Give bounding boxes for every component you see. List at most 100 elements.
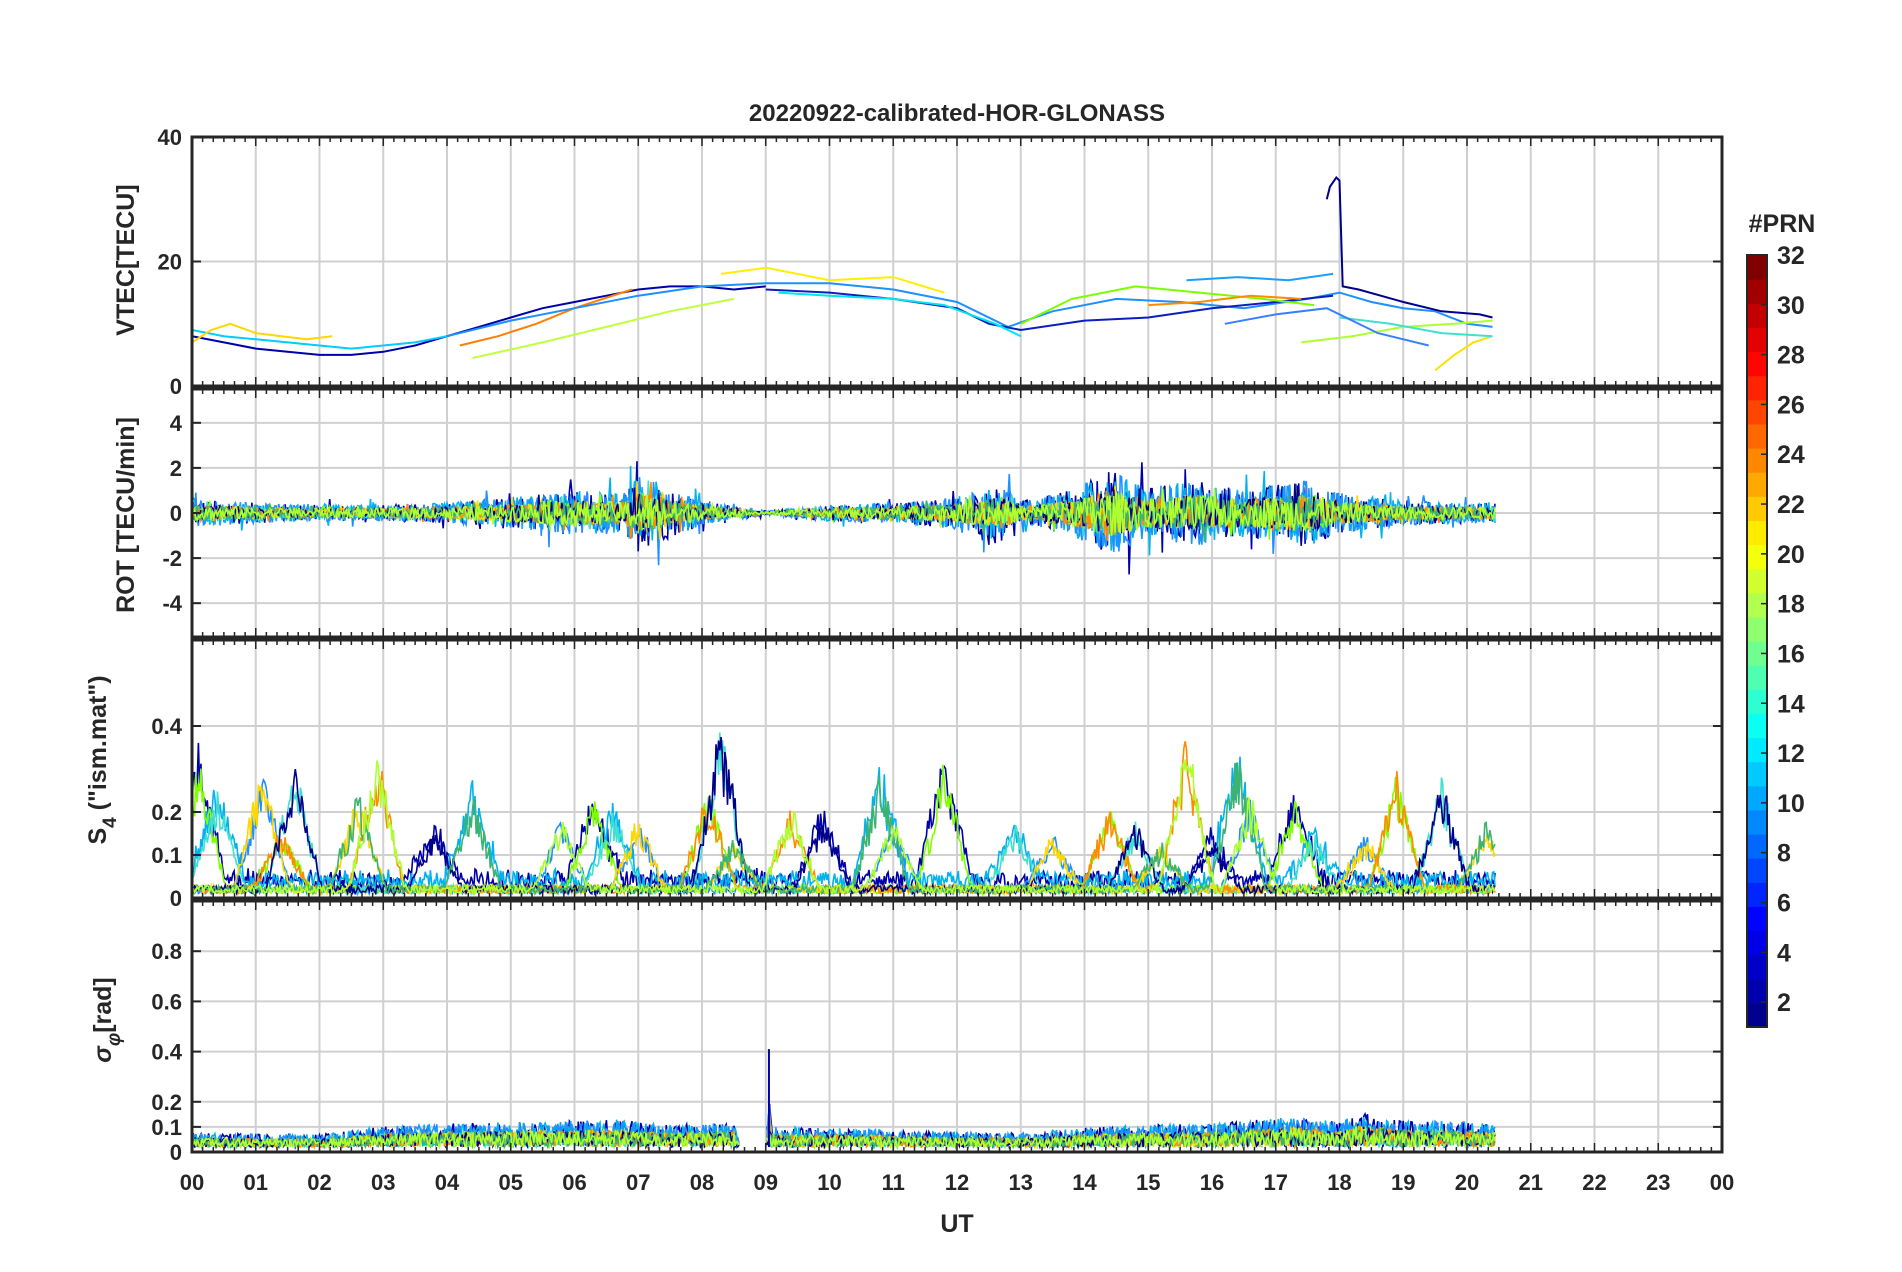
colorbar-segment (1747, 279, 1767, 304)
vtec-series-line (446, 282, 1493, 338)
y-tick-label: 40 (158, 125, 182, 150)
colorbar-tick-label: 6 (1777, 889, 1791, 917)
y-tick-label: -2 (162, 546, 182, 571)
x-tick-label: 08 (690, 1170, 714, 1195)
y-tick-label: 0.6 (151, 989, 182, 1014)
colorbar-tick-label: 20 (1777, 541, 1805, 569)
colorbar-segment (1747, 423, 1767, 449)
x-tick-label: 22 (1582, 1170, 1606, 1195)
rot-ylabel: ROT [TECU/min] (112, 417, 140, 613)
colorbar-segment (1747, 255, 1767, 280)
x-tick-label: 13 (1009, 1170, 1033, 1195)
y-tick-label: 20 (158, 250, 182, 275)
colorbar-tick-label: 14 (1777, 690, 1805, 718)
colorbar-segment (1747, 1002, 1767, 1028)
x-tick-label: 05 (499, 1170, 523, 1195)
x-tick-label: 20 (1455, 1170, 1479, 1195)
y-tick-label: 0.4 (151, 714, 182, 739)
vtec-series-line (1339, 316, 1493, 338)
colorbar-segment (1747, 568, 1767, 594)
colorbar-segment (1747, 641, 1767, 666)
vtec-series-line (1186, 272, 1334, 282)
rot-panel: -4 -2 0 2 4 (162, 387, 1724, 639)
colorbar-tick-label: 10 (1777, 790, 1805, 818)
sigma-phi-ylabel: σφ[rad] (89, 977, 125, 1063)
y-tick-label: 0.2 (151, 1090, 182, 1115)
colorbar-segment (1747, 930, 1767, 956)
vtec-series-line (765, 288, 1334, 332)
colorbar-tick-label: 2 (1777, 989, 1791, 1017)
vtec-series-line (192, 322, 333, 344)
x-tick-label: 01 (244, 1170, 268, 1195)
x-tick-label: 21 (1519, 1170, 1543, 1195)
x-tick-label: 18 (1327, 1170, 1351, 1195)
y-tick-label: 0 (170, 1140, 182, 1165)
colorbar-tick-label: 32 (1777, 242, 1805, 270)
colorbar-tick-label: 16 (1777, 640, 1805, 668)
noise-series-line (192, 492, 1496, 542)
colorbar-segment (1747, 665, 1767, 690)
colorbar-segment (1747, 399, 1767, 425)
vtec-series-line (1325, 175, 1493, 319)
y-tick-label: 0.1 (151, 843, 182, 868)
colorbar-segment (1747, 544, 1767, 570)
colorbar-segment (1747, 809, 1767, 835)
colorbar-title: #PRN (1749, 210, 1816, 238)
x-tick-label: 19 (1391, 1170, 1415, 1195)
data-lines (192, 732, 1496, 897)
colorbar-segment (1747, 737, 1767, 763)
colorbar-tick-label: 22 (1777, 491, 1805, 519)
x-tick-label: 06 (562, 1170, 586, 1195)
colorbar-segment (1747, 375, 1767, 401)
s4-series-line (192, 759, 1496, 897)
vtec-series-line (192, 285, 766, 356)
y-axis-labels: VTEC[TECU] ROT [TECU/min] S4 ("ism.mat")… (84, 184, 140, 1062)
colorbar-segment (1747, 496, 1767, 521)
vtec-series-line (1434, 335, 1493, 372)
x-tick-label: 02 (307, 1170, 331, 1195)
colorbar-frame (1746, 254, 1768, 1028)
colorbar-tick-label: 4 (1777, 939, 1791, 967)
colorbar-segment (1747, 592, 1767, 618)
colorbar-segment (1747, 906, 1767, 932)
data-lines (192, 175, 1493, 372)
colorbar-segment (1747, 616, 1767, 642)
x-tick-label: 11 (882, 1170, 905, 1195)
x-tick-label: 12 (945, 1170, 969, 1195)
x-tick-label: 04 (435, 1170, 460, 1195)
vtec-ylabel: VTEC[TECU] (112, 184, 140, 335)
noise-series-line (192, 1129, 740, 1150)
data-lines (192, 461, 1496, 575)
colorbar-segment (1747, 448, 1767, 473)
sigma-phi-panel: 00.10.2 0.4 0.6 0.8 (151, 899, 1724, 1165)
colorbar-segment (1747, 858, 1767, 883)
colorbar-segment (1747, 351, 1767, 377)
colorbar-segment (1747, 978, 1767, 1004)
vtec-series-line (720, 266, 945, 294)
colorbar-segment (1747, 785, 1767, 811)
colorbar-segment (1747, 882, 1767, 907)
noise-series-line (192, 1128, 740, 1150)
colorbar-segment (1747, 954, 1767, 980)
y-tick-label: 0.2 (151, 800, 182, 825)
y-tick-label: 0 (170, 886, 182, 911)
s4-ylabel: S4 ("ism.mat") (84, 675, 121, 844)
colorbar-tick-label: 30 (1777, 292, 1805, 320)
x-axis-label: UT (940, 1210, 973, 1238)
y-tick-label: 0 (170, 501, 182, 526)
x-tick-label: 00 (1710, 1170, 1734, 1195)
colorbar-tick-label: 18 (1777, 591, 1805, 619)
colorbar-segment (1747, 689, 1767, 714)
colorbar-tick-label: 26 (1777, 391, 1805, 419)
y-tick-label: 0.1 (151, 1115, 182, 1140)
colorbar-segment (1747, 520, 1767, 546)
colorbar-tick-label: 12 (1777, 740, 1805, 768)
x-tick-label: 10 (817, 1170, 841, 1195)
figure-title: 20220922-calibrated-HOR-GLONASS (749, 100, 1165, 127)
colorbar-segment (1747, 303, 1767, 328)
vtec-series-line (1148, 294, 1302, 307)
colorbar-segment (1747, 834, 1767, 859)
s4-panel: 0 0.1 0.2 0.4 (151, 638, 1724, 911)
